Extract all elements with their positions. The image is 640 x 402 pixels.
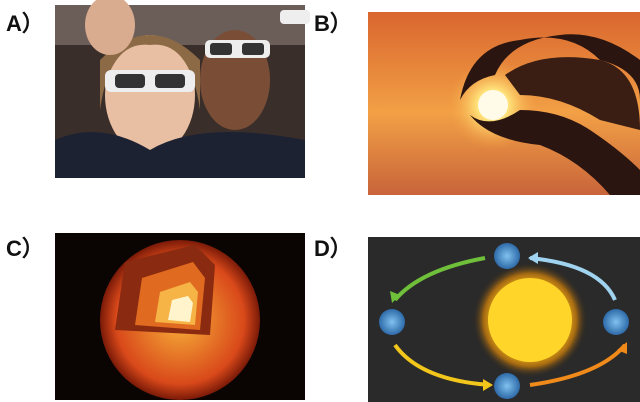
photo-sun-in-hands [368,12,640,195]
panel-label: C） [6,236,44,261]
panel-label: A） [6,11,44,36]
diagram-earth-orbit [368,237,640,402]
panel-label: B） [314,11,352,36]
photo-eclipse-glasses [55,0,310,178]
panel-label: D） [314,236,352,261]
image-sun-interior [55,233,305,400]
